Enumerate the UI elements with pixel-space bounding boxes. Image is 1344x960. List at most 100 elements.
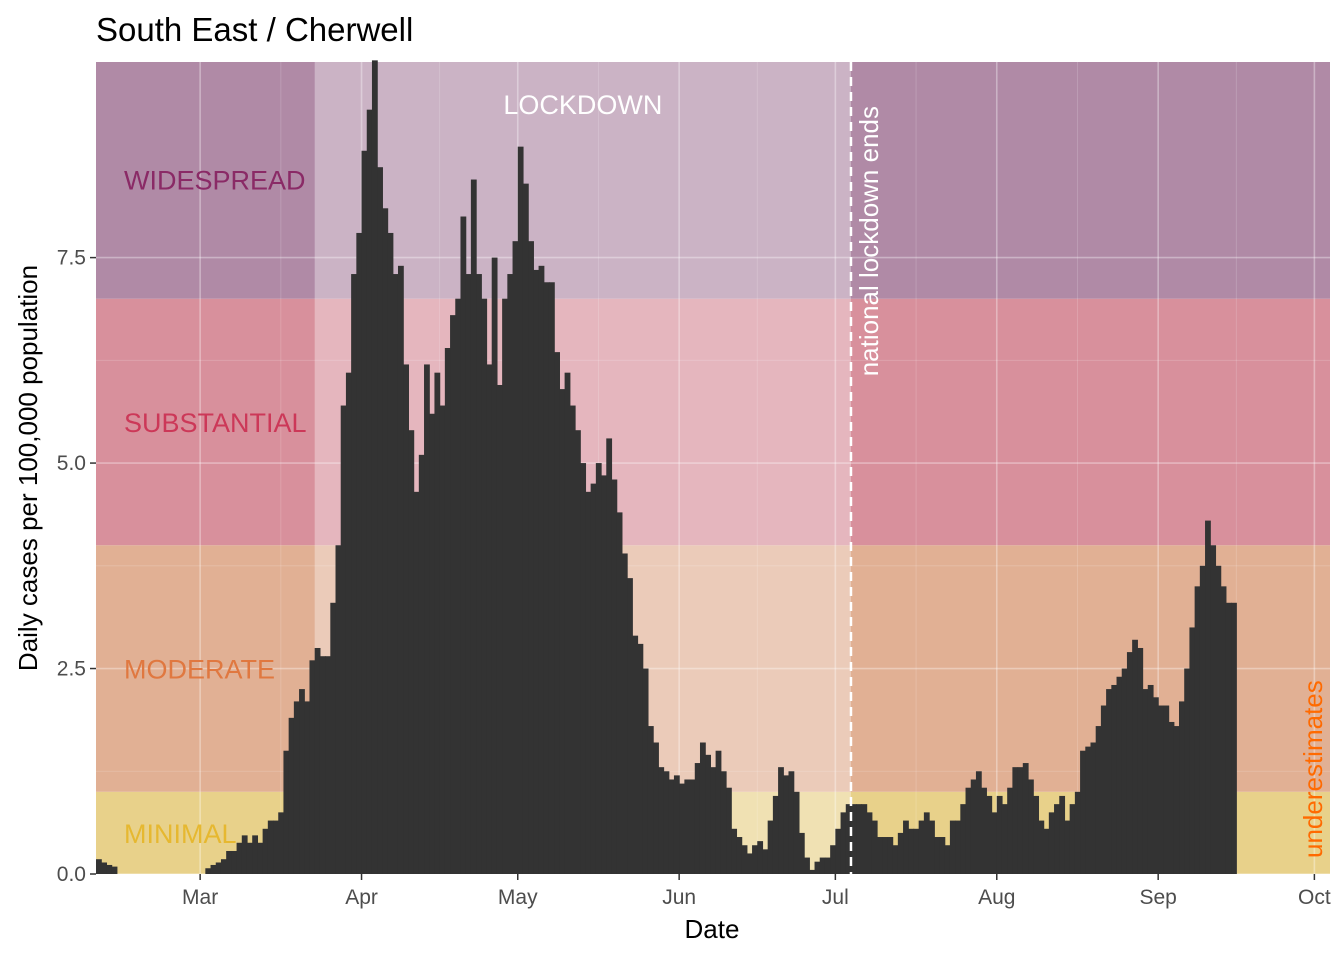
bar <box>1059 795 1066 874</box>
y-tick-label: 7.5 <box>57 247 86 270</box>
bar <box>642 668 649 874</box>
bar <box>288 717 295 874</box>
bar <box>877 837 883 874</box>
x-tick-label: Jun <box>662 886 696 909</box>
band-substantial <box>96 298 1330 546</box>
bar <box>1126 652 1133 874</box>
bar <box>210 864 217 874</box>
bar <box>517 146 524 874</box>
bar <box>434 372 441 874</box>
bar <box>1189 627 1196 874</box>
bar <box>361 150 368 875</box>
band-label-minimal: MINIMAL <box>124 819 237 849</box>
x-tick-label: Jul <box>822 886 849 909</box>
x-tick-label: Sep <box>1139 886 1176 909</box>
bar <box>616 512 623 874</box>
bar <box>871 820 878 874</box>
bar <box>809 869 816 874</box>
band-label-moderate: MODERATE <box>124 655 275 685</box>
bar <box>752 845 758 874</box>
bar <box>767 820 774 874</box>
bar <box>684 779 691 874</box>
bar <box>621 553 628 874</box>
bar <box>689 779 696 874</box>
bar <box>663 771 670 874</box>
bar <box>741 845 748 874</box>
bar <box>1220 586 1227 874</box>
bar <box>1028 779 1034 874</box>
bar <box>903 820 909 874</box>
bar <box>543 282 550 874</box>
bar <box>981 787 987 874</box>
bar <box>934 837 941 874</box>
band-widespread <box>96 62 1330 299</box>
bar <box>1043 828 1050 874</box>
bar <box>262 828 269 874</box>
bar <box>1080 750 1086 874</box>
bar <box>1022 763 1029 874</box>
bar <box>522 183 529 874</box>
bar <box>241 835 248 874</box>
bar <box>314 647 321 874</box>
bar <box>1007 787 1013 874</box>
bar <box>439 405 446 874</box>
bar <box>944 845 951 874</box>
bar <box>236 842 243 874</box>
bar <box>481 298 488 874</box>
bar <box>762 849 769 874</box>
bar <box>965 787 972 874</box>
bar <box>679 783 685 874</box>
bar <box>413 491 420 874</box>
bar <box>564 372 571 874</box>
bar <box>908 828 915 874</box>
bar <box>1184 668 1191 874</box>
bar <box>397 265 404 874</box>
bar <box>533 269 540 875</box>
bar <box>106 864 113 874</box>
bar <box>538 265 545 874</box>
bar <box>330 602 337 874</box>
bar <box>371 60 378 875</box>
bar <box>387 232 394 874</box>
bar <box>595 463 602 874</box>
bar <box>783 775 790 874</box>
bar <box>627 578 633 874</box>
chart-title: South East / Cherwell <box>96 11 413 48</box>
bar <box>949 820 956 874</box>
bar <box>1106 689 1112 874</box>
bar <box>970 779 977 874</box>
bar <box>231 850 238 874</box>
bar <box>382 208 389 874</box>
bar <box>1069 804 1076 874</box>
y-axis-title: Daily cases per 100,000 population <box>13 265 43 671</box>
bar <box>246 842 253 874</box>
bar <box>772 795 779 874</box>
bar <box>444 348 451 875</box>
bar <box>548 282 555 874</box>
band-labels: MINIMAL MODERATE SUBSTANTIAL WIDESPREAD <box>124 166 307 849</box>
bar <box>585 491 592 874</box>
x-tick-label: Mar <box>182 886 218 909</box>
bar <box>850 804 857 874</box>
bar <box>1231 602 1237 874</box>
bar <box>892 845 899 874</box>
bar <box>814 861 821 874</box>
x-axis-title: Date <box>685 914 740 944</box>
bar <box>460 216 467 874</box>
bar <box>804 857 810 874</box>
bar <box>1012 767 1019 874</box>
bar <box>1152 697 1159 874</box>
bar <box>835 828 842 874</box>
bar <box>1215 565 1222 874</box>
bar <box>351 274 357 874</box>
bar <box>496 384 503 874</box>
bar <box>220 859 227 874</box>
bar <box>205 868 212 874</box>
bar <box>465 274 472 874</box>
bar <box>658 767 665 874</box>
bar <box>668 779 675 874</box>
bar <box>653 742 659 874</box>
bar <box>887 837 894 874</box>
bar <box>856 804 862 874</box>
bar <box>699 742 706 874</box>
